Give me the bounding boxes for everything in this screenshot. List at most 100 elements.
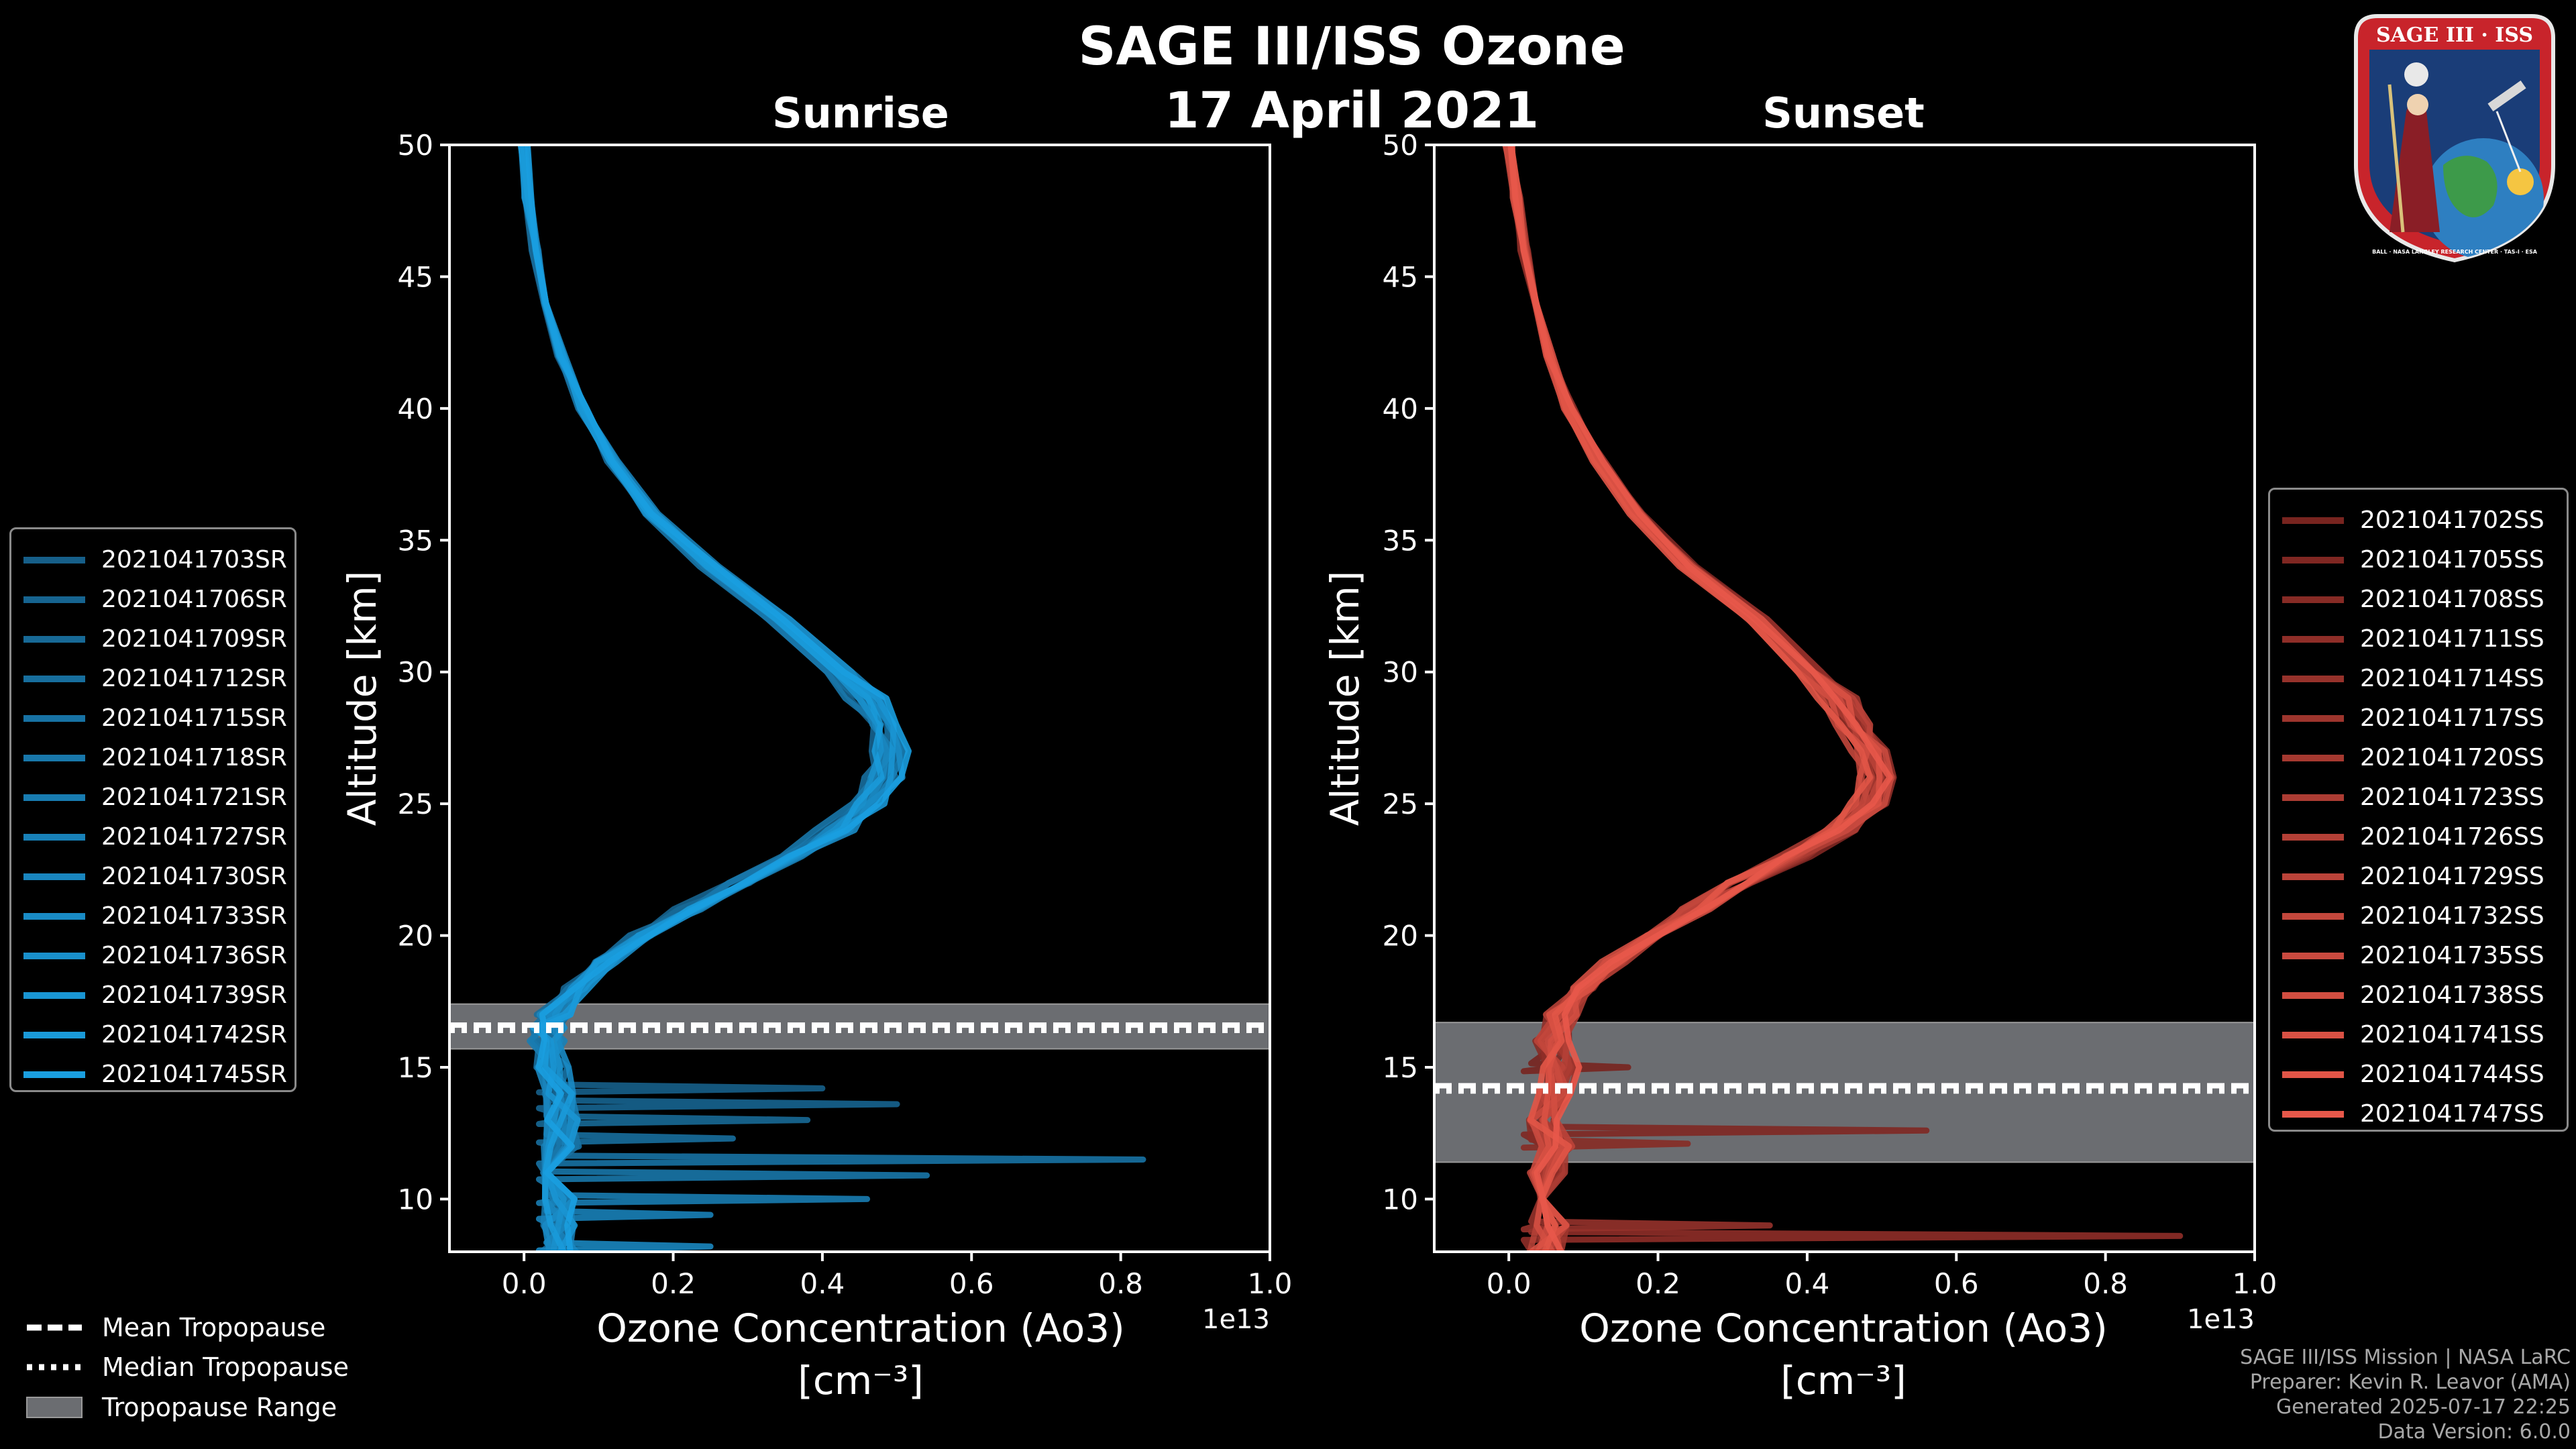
sr-legend-swatch [23,635,85,643]
sr-legend-label: 2021041730SR [101,863,287,890]
sr-ytick-label: 50 [398,129,433,162]
sr-legend-label: 2021041718SR [101,744,287,771]
ss-xtick-label: 0.6 [1934,1267,1979,1300]
ss-legend-label: 2021041720SS [2360,744,2544,771]
sr-legend-label: 2021041742SR [101,1021,287,1049]
ss-ytick-label: 40 [1383,392,1418,425]
ss-legend-swatch [2282,991,2344,999]
ss-legend-item: 2021041717SS [2270,698,2544,738]
badge-ring-text: BALL · NASA LANGLEY RESEARCH CENTER · TA… [2372,249,2538,255]
sr-legend-swatch [23,596,85,603]
sr-legend-item: 2021041730SR [11,857,287,896]
credits-generated: Generated 2025-07-17 22:25 [2275,1395,2571,1419]
ss-legend-swatch [2282,675,2344,682]
ss-legend-item: 2021041726SS [2270,817,2544,857]
sr-legend-item: 2021041742SR [11,1015,287,1055]
sr-xtick-label: 1.0 [1248,1267,1293,1300]
ss-ytick-label: 25 [1383,788,1418,820]
ss-legend-label: 2021041732SS [2360,902,2544,930]
ss-legend-label: 2021041711SS [2360,625,2544,653]
ss-legend-label: 2021041741SS [2360,1021,2544,1049]
ss-legend-item: 2021041705SS [2270,540,2544,580]
ss-legend-item: 2021041729SS [2270,857,2544,896]
sunrise-x-offset-label: 1e13 [1202,1304,1270,1335]
sr-profile-2021041745SR [525,145,912,1252]
ss-legend-label: 2021041744SS [2360,1061,2544,1088]
credits-block: SAGE III/ISS Mission | NASA LaRC Prepare… [2240,1345,2571,1444]
sr-legend-item: 2021041712SR [11,659,287,698]
credits-preparer: Preparer: Kevin R. Leavor (AMA) [2249,1371,2571,1394]
sr-ytick-label: 30 [398,656,433,689]
sunset-plot-frame [1433,144,2256,1253]
tropopause-range-swatch [26,1397,83,1418]
ss-legend-swatch [2282,952,2344,959]
sr-legend-item: 2021041715SR [11,698,287,738]
ss-xtick-label: 0.2 [1635,1267,1680,1300]
sr-legend-label: 2021041736SR [101,942,287,969]
badge-iss-station [2487,80,2526,111]
sr-legend-item: 2021041733SR [11,896,287,936]
ss-legend-item: 2021041744SS [2270,1055,2544,1094]
ss-xtick-label: 0.0 [1487,1267,1532,1300]
ss-legend-swatch [2282,714,2344,722]
badge-sun [2507,168,2534,195]
badge-wizard-head [2407,94,2428,115]
ss-legend-swatch [2282,1110,2344,1118]
tropopause-legend: Mean Tropopause Median Tropopause Tropop… [26,1313,349,1422]
sr-ytick-label: 40 [398,392,433,425]
sr-legend-label: 2021041703SR [101,546,287,574]
sr-ytick-label: 20 [398,920,433,953]
ss-legend-item: 2021041732SS [2270,896,2544,936]
sr-ytick-label: 45 [398,260,433,293]
badge-staff [2387,84,2405,233]
sr-legend-label: 2021041712SR [101,665,287,692]
sr-legend-swatch [23,556,85,564]
sr-ytick-label: 25 [398,788,433,820]
sunset-xlabel-line2: [cm⁻³] [1780,1358,1907,1403]
sr-xtick-label: 0.4 [800,1267,845,1300]
sr-legend-swatch [23,675,85,682]
ss-ytick-label: 35 [1383,524,1418,557]
ss-profile-2021041747SS [1507,145,1893,1252]
ss-ytick-label: 30 [1383,656,1418,689]
ss-ytick-label: 15 [1383,1051,1418,1084]
sr-legend-swatch [23,833,85,841]
ss-legend-item: 2021041720SS [2270,738,2544,777]
sr-legend-item: 2021041709SR [11,619,287,659]
ss-xtick-label: 1.0 [2233,1267,2277,1300]
sunset-plot: 0.0 0.2 0.4 0.6 0.8 1.0 10 15 20 25 30 35 40 45 50 Al… [1322,129,2277,1403]
ss-legend-label: 2021041702SS [2360,506,2544,534]
ss-ytick-label: 45 [1383,260,1418,293]
badge-top-text: SAGE III · ISS [2376,23,2533,47]
sr-legend-swatch [23,714,85,722]
badge-continent [2443,156,2498,217]
ss-legend-item: 2021041714SS [2270,659,2544,698]
sr-legend-label: 2021041745SR [101,1061,287,1088]
ss-legend-label: 2021041723SS [2360,784,2544,811]
sr-legend-label: 2021041739SR [101,981,287,1009]
ss-legend-label: 2021041708SS [2360,586,2544,613]
ss-ytick-label: 50 [1383,129,1418,162]
ss-legend-item: 2021041711SS [2270,619,2544,659]
ss-legend-item: 2021041738SS [2270,975,2544,1015]
ss-xtick-label: 0.4 [1785,1267,1830,1300]
ss-legend-swatch [2282,873,2344,880]
sr-legend-label: 2021041721SR [101,784,287,811]
sunset-ylabel: Altitude [km] [1322,571,1368,826]
sr-legend-label: 2021041706SR [101,586,287,613]
sr-legend-swatch [23,991,85,999]
ss-legend-item: 2021041741SS [2270,1015,2544,1055]
sr-ytick-label: 35 [398,524,433,557]
ss-legend-label: 2021041726SS [2360,823,2544,851]
badge-moon [2404,62,2428,87]
sr-legend-label: 2021041727SR [101,823,287,851]
sunset-x-offset-label: 1e13 [2187,1304,2255,1335]
sr-legend-swatch [23,912,85,920]
credits-version: Data Version: 6.0.0 [2377,1420,2571,1444]
ss-legend-swatch [2282,833,2344,841]
ss-legend-swatch [2282,754,2344,761]
figure-date: 17 April 2021 [1165,82,1539,140]
sr-xtick-label: 0.8 [1098,1267,1143,1300]
sr-legend-swatch [23,1031,85,1038]
